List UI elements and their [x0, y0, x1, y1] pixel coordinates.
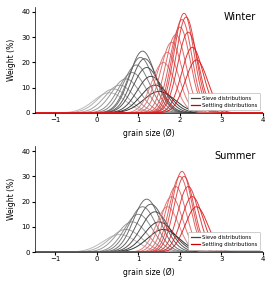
- Text: Winter: Winter: [224, 12, 256, 22]
- Y-axis label: Weight (%): Weight (%): [7, 39, 16, 81]
- X-axis label: grain size (Ø): grain size (Ø): [123, 268, 175, 277]
- Legend: Sieve distributions, Settling distributions: Sieve distributions, Settling distributi…: [188, 232, 260, 250]
- Y-axis label: Weight (%): Weight (%): [7, 178, 16, 220]
- Text: Summer: Summer: [215, 151, 256, 162]
- Legend: Sieve distributions, Settling distributions: Sieve distributions, Settling distributi…: [188, 93, 260, 110]
- X-axis label: grain size (Ø): grain size (Ø): [123, 129, 175, 138]
